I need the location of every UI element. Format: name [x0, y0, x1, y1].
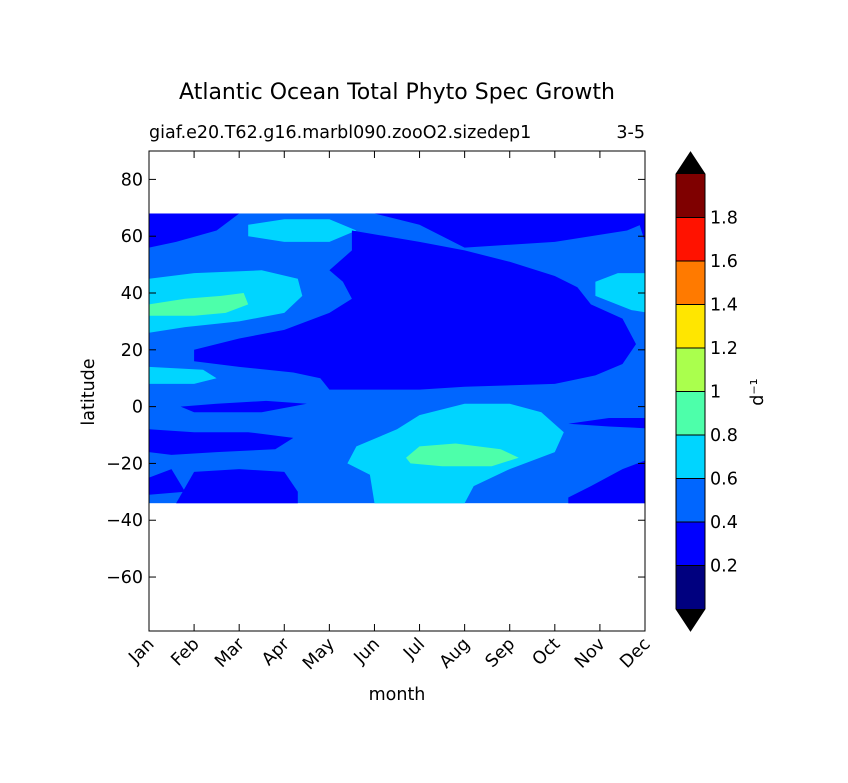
y-tick-label: −40 — [106, 511, 143, 531]
x-tick-label: Feb — [168, 634, 204, 670]
colorbar-segment — [676, 174, 705, 218]
chart-subtitle-left: giaf.e20.T62.g16.marbl090.zooO2.sizedep1 — [149, 123, 531, 143]
contour-region-blue-south-edge — [149, 469, 186, 495]
colorbar-tick-label: 0.6 — [710, 470, 738, 490]
colorbar-tick-label: 1 — [710, 383, 721, 403]
contour-region-blue-arctic-summer — [374, 213, 645, 248]
colorbar-segment — [676, 304, 705, 348]
x-tick-label: Nov — [571, 634, 609, 672]
colorbar: 0.2 0.4 0.6 0.8 1 1.2 1.4 1.6 1.8 — [675, 151, 738, 632]
y-tick-label: 20 — [121, 341, 143, 361]
heatmap-field — [149, 213, 645, 504]
contour-region-cyan-north-autumn — [595, 273, 645, 313]
colorbar-segment — [676, 348, 705, 392]
y-tick-label: 40 — [121, 284, 143, 304]
colorbar-over-triangle — [676, 152, 705, 174]
colorbar-tick-label: 1.6 — [710, 252, 738, 272]
colorbar-segment — [676, 217, 705, 261]
contour-region-blue-south-winter — [149, 429, 294, 455]
y-ticks: 80 60 40 20 0 −20 −40 −60 — [106, 170, 645, 588]
colorbar-segment — [676, 478, 705, 522]
contour-region-cyan-tropical-winter — [149, 366, 217, 384]
colorbar-segment — [676, 435, 705, 479]
contour-region-blue-equator-autumn — [568, 418, 645, 429]
contour-region-blue-equator-winter — [180, 400, 307, 413]
contour-region-blue-arctic-winter — [636, 213, 645, 242]
contour-region-cyan-north-spring — [248, 219, 357, 242]
contour-region-blue-south-east — [176, 469, 298, 504]
x-tick-label: Aug — [436, 634, 474, 672]
contour-region-blue-south-autumn — [568, 460, 645, 504]
x-tick-label: Jun — [350, 634, 384, 668]
colorbar-tick-label: 0.2 — [710, 557, 738, 577]
colorbar-tick-label: 1.2 — [710, 339, 738, 359]
colorbar-tick-label: 0.8 — [710, 426, 738, 446]
contour-region-blue-main-gyre — [194, 230, 636, 390]
colorbar-tick-label: 1.4 — [710, 296, 738, 316]
chart-title: Atlantic Ocean Total Phyto Spec Growth — [179, 80, 615, 105]
colorbar-segment — [676, 261, 705, 305]
x-tick-label: Mar — [211, 634, 249, 672]
colorbar-segment — [676, 565, 705, 609]
y-tick-label: 60 — [121, 227, 143, 247]
contour-region-blue-arctic-spring — [149, 213, 240, 248]
plot-frame — [148, 150, 646, 632]
colorbar-segment — [676, 391, 705, 435]
y-tick-label: −60 — [106, 568, 143, 588]
chart-subtitle-right: 3-5 — [616, 123, 645, 143]
colorbar-tick-label: 1.8 — [710, 209, 738, 229]
x-tick-label: Dec — [616, 634, 654, 672]
x-tick-label: Apr — [258, 634, 294, 670]
contour-region-green-north-winter — [149, 293, 249, 316]
colorbar-tick-label: 0.4 — [710, 513, 738, 533]
x-axis-label: month — [369, 685, 426, 705]
x-tick-label: Sep — [482, 634, 519, 671]
colorbar-label: d⁻¹ — [748, 378, 768, 405]
colorbar-under-triangle — [676, 609, 705, 631]
colorbar-segment — [676, 522, 705, 566]
y-tick-label: 80 — [121, 170, 143, 190]
plot-area: Jan Feb Mar Apr May Jun Jul Aug Sep Oct Nov Dec 80 6… — [106, 150, 655, 674]
colorbar-outline — [675, 151, 706, 632]
contour-region-green-austral — [406, 443, 519, 467]
y-tick-label: −20 — [106, 454, 143, 474]
x-tick-label: May — [299, 634, 339, 674]
y-tick-label: 0 — [132, 398, 143, 418]
x-tick-label: Jul — [399, 634, 429, 664]
y-axis-label: latitude — [79, 358, 99, 425]
x-tick-label: Jan — [125, 634, 159, 668]
x-tick-label: Oct — [529, 634, 565, 670]
